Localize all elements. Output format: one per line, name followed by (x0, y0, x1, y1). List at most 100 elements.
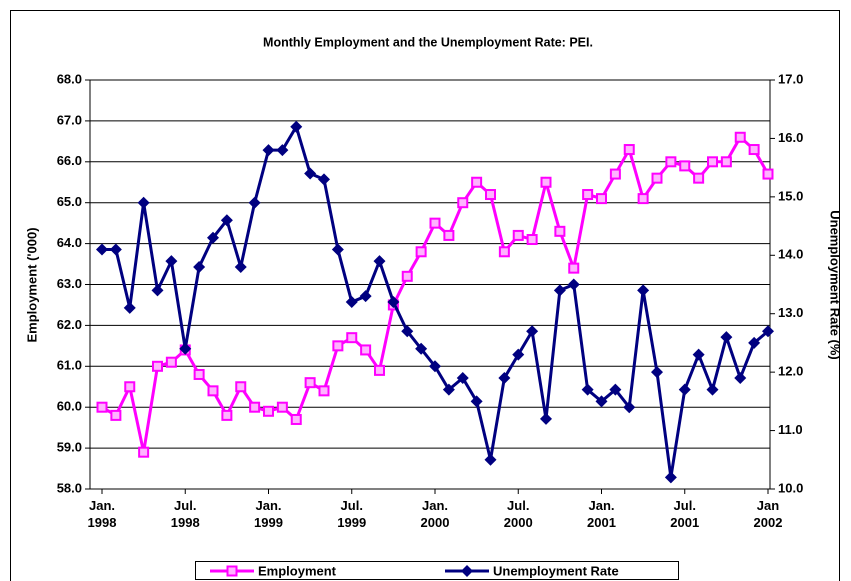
y-tick-label: 60.0 (57, 399, 82, 414)
data-point (595, 395, 608, 408)
data-point (207, 385, 219, 397)
data-point (679, 160, 691, 172)
data-point (693, 172, 705, 184)
data-point (387, 296, 400, 309)
data-point (124, 381, 136, 393)
data-point (553, 284, 566, 297)
data-point (359, 290, 372, 303)
legend-marker (226, 565, 238, 577)
data-point (179, 342, 192, 355)
x-tick-label: Jan. 2001 (587, 498, 616, 530)
x-tick-label: Jan 2002 (754, 498, 783, 530)
x-tick-label: Jul. 1998 (171, 498, 200, 530)
data-point (443, 229, 455, 241)
data-point (512, 229, 524, 241)
y-tick-label: 66.0 (57, 153, 82, 168)
data-point (442, 383, 455, 396)
chart-title: Monthly Employment and the Unemployment … (263, 35, 593, 49)
x-tick-label: Jan. 1999 (254, 498, 283, 530)
y2-tick-label: 11.0 (778, 422, 803, 437)
data-point (596, 193, 607, 205)
x-tick-label: Jul. 2000 (504, 498, 533, 530)
data-point (276, 401, 288, 413)
y2-tick-label: 15.0 (778, 188, 803, 203)
y-tick-label: 65.0 (57, 194, 82, 209)
data-point (332, 340, 344, 352)
data-point (526, 325, 539, 338)
data-point (637, 284, 650, 297)
data-point (373, 255, 386, 268)
y-tick-label: 64.0 (57, 235, 82, 250)
data-point (429, 217, 441, 229)
legend-label: Unemployment Rate (493, 563, 619, 578)
y2-tick-label: 14.0 (778, 247, 803, 262)
y2-tick-label: 10.0 (778, 480, 803, 495)
data-point (567, 278, 580, 291)
data-point (457, 197, 469, 209)
y2-tick-label: 16.0 (778, 130, 803, 145)
y-tick-label: 59.0 (57, 440, 82, 455)
y-tick-label: 58.0 (57, 480, 82, 495)
data-point (470, 395, 483, 408)
legend-box (195, 561, 679, 580)
plot-area (89, 79, 771, 490)
data-point (318, 173, 330, 186)
data-point (151, 284, 164, 297)
data-point (498, 246, 510, 258)
data-point (331, 243, 344, 256)
data-point (456, 371, 469, 384)
data-point (193, 260, 206, 273)
data-point (540, 412, 552, 425)
data-point (581, 383, 594, 396)
x-tick-label: Jan. 1998 (88, 498, 117, 530)
data-point (304, 167, 317, 180)
chart-border (10, 10, 840, 581)
data-point (401, 270, 413, 282)
data-point (637, 193, 649, 205)
data-point (290, 413, 302, 425)
data-point (165, 255, 178, 268)
x-tick-label: Jul. 1999 (337, 498, 366, 530)
data-point (96, 243, 108, 256)
data-point (485, 189, 496, 201)
legend-marker (461, 565, 473, 577)
data-point (318, 385, 330, 397)
data-point (582, 189, 594, 201)
data-point (512, 348, 525, 361)
data-point (665, 156, 677, 168)
data-point (664, 471, 677, 484)
data-point (290, 120, 303, 133)
data-point (734, 371, 747, 384)
data-point (109, 243, 122, 256)
data-point (692, 348, 705, 361)
data-point (678, 383, 691, 396)
y2-tick-label: 17.0 (778, 71, 803, 86)
data-point (651, 172, 663, 184)
data-point (96, 401, 108, 413)
legend-label: Employment (258, 563, 337, 578)
data-point (221, 409, 233, 421)
data-point (123, 301, 136, 314)
y-tick-label: 62.0 (57, 317, 82, 332)
data-point (540, 176, 552, 188)
data-point (762, 325, 774, 338)
data-point (401, 325, 414, 338)
y-tick-label: 68.0 (57, 71, 82, 86)
data-point (748, 336, 761, 349)
data-point (720, 156, 732, 168)
data-point (374, 364, 385, 376)
data-point (248, 196, 261, 209)
data-point (471, 176, 483, 188)
data-point (262, 144, 275, 157)
y-tick-label: 67.0 (57, 112, 82, 127)
data-point (748, 144, 760, 156)
x-tick-label: Jul. 2001 (670, 498, 699, 530)
data-point (720, 331, 733, 344)
data-point (415, 342, 428, 355)
data-point (484, 453, 497, 466)
data-point (193, 368, 205, 380)
y2-tick-label: 12.0 (778, 364, 803, 379)
y2-tick-label: 13.0 (778, 305, 803, 320)
data-point (263, 405, 274, 417)
